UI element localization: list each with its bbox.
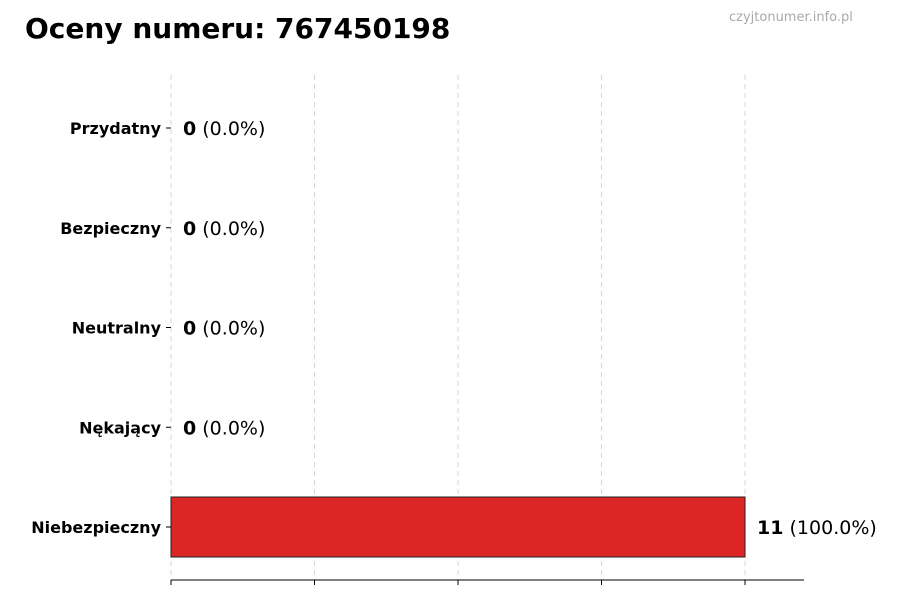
y-tick-label: Niebezpieczny [31, 518, 161, 537]
y-tick-label: Nękający [79, 418, 161, 437]
chart-title: Oceny numeru: 767450198 [25, 12, 451, 45]
y-tick-label: Bezpieczny [60, 219, 161, 238]
data-label: 0 (0.0%) [183, 318, 265, 340]
watermark: czyjtonumer.info.pl [729, 10, 853, 25]
bar-niebezpieczny [170, 496, 746, 558]
y-tick-label: Neutralny [72, 319, 162, 338]
data-label: 0 (0.0%) [183, 118, 265, 140]
data-label: 11 (100.0%) [757, 517, 877, 539]
data-label: 0 (0.0%) [183, 218, 265, 240]
y-tick-label: Przydatny [70, 119, 162, 138]
data-label: 0 (0.0%) [183, 417, 265, 439]
